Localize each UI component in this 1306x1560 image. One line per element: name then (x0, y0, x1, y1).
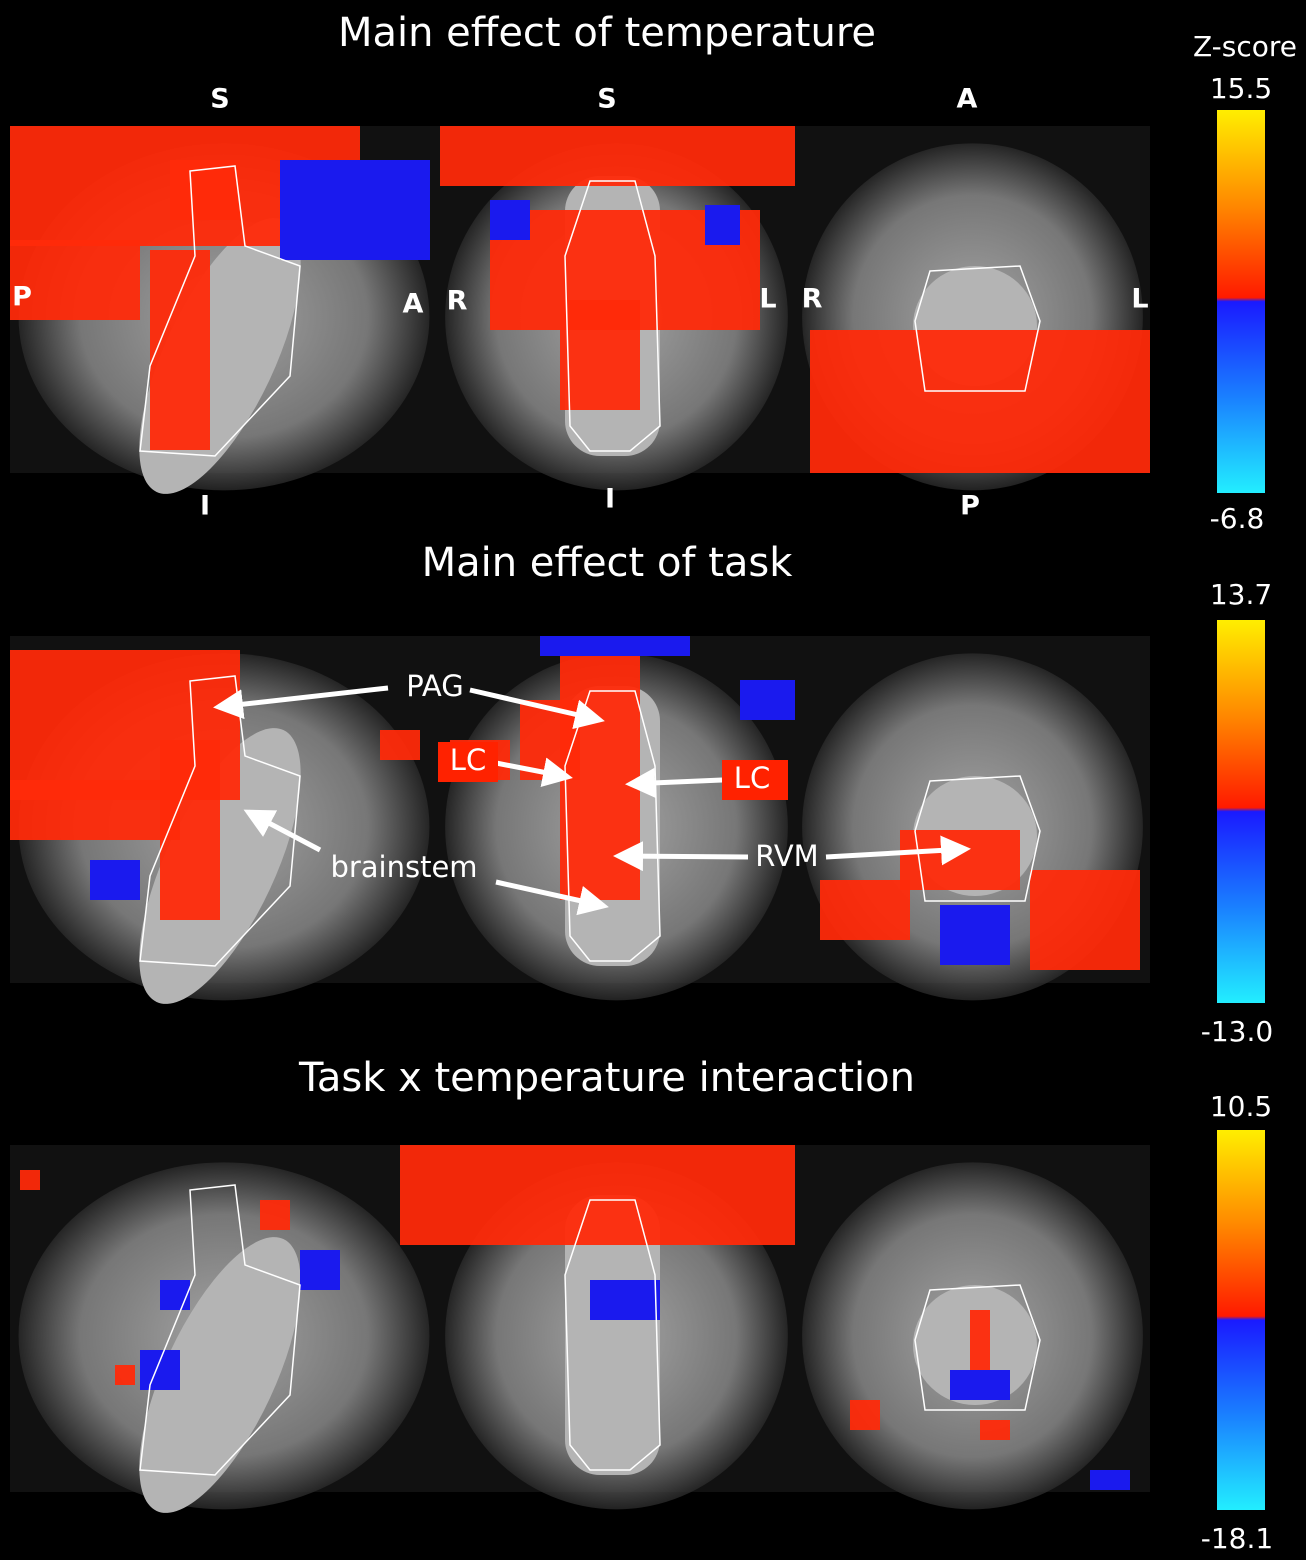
orientation-label: I (200, 491, 210, 522)
deactivation (940, 905, 1010, 965)
orientation-label: I (605, 484, 615, 515)
orientation-label: S (597, 84, 616, 115)
colorbar (1217, 620, 1265, 1003)
orientation-label: L (1131, 284, 1148, 315)
orientation-label: L (759, 284, 776, 315)
activation (560, 300, 640, 410)
colorbar (1217, 110, 1265, 493)
colorbar-min: -13.0 (1201, 1015, 1273, 1048)
colorbar-title: Z-score (1193, 30, 1297, 63)
activation (820, 880, 910, 940)
deactivation (590, 1280, 660, 1320)
colorbar-max: 10.5 (1210, 1090, 1272, 1123)
panel-title: Main effect of temperature (338, 10, 876, 56)
activation (400, 1145, 795, 1245)
orientation-label: R (447, 286, 468, 317)
colorbar-max: 13.7 (1210, 578, 1272, 611)
colorbar-min: -6.8 (1210, 502, 1265, 535)
annotation: LC (450, 743, 486, 777)
activation (20, 1170, 40, 1190)
panel-title: Task x temperature interaction (298, 1055, 915, 1101)
activation (260, 1200, 290, 1230)
annotation: PAG (406, 669, 463, 703)
activation (900, 830, 1020, 890)
activation (1030, 870, 1140, 970)
deactivation (490, 200, 530, 240)
deactivation (1090, 1470, 1130, 1490)
deactivation (140, 1350, 180, 1390)
orientation-label: A (403, 289, 424, 320)
deactivation (950, 1370, 1010, 1400)
deactivation (540, 636, 690, 656)
orientation-label: P (960, 491, 980, 522)
activation (970, 1310, 990, 1370)
panel: Main effect of temperature 15.5 -6.8 (10, 10, 1272, 535)
activation (380, 730, 420, 760)
annotation: RVM (755, 839, 818, 873)
colorbar (1217, 1130, 1265, 1510)
panel: Task x temperature interaction 10.5 -18.1 (10, 1055, 1273, 1555)
deactivation (160, 1280, 190, 1310)
activation (980, 1420, 1010, 1440)
activation (440, 126, 795, 186)
orientation-label: S (210, 84, 229, 115)
activation (115, 1365, 135, 1385)
colorbar-max: 15.5 (1210, 72, 1272, 105)
annotation: LC (734, 761, 770, 795)
panel: Main effect of task 13.7 -13.0 (10, 540, 1273, 1048)
orientation-label: P (12, 282, 32, 313)
activation (850, 1400, 880, 1430)
figure: Main effect of temperature15.5-6.8Main e… (0, 0, 1306, 1556)
deactivation (740, 680, 795, 720)
deactivation (705, 205, 740, 245)
activation (810, 330, 1150, 473)
deactivation (300, 1250, 340, 1290)
annotation: brainstem (330, 850, 477, 884)
colorbar-min: -18.1 (1201, 1522, 1273, 1555)
activation (150, 250, 210, 450)
orientation-label: A (957, 84, 978, 115)
panel-title: Main effect of task (422, 540, 794, 586)
orientation-label: R (802, 284, 823, 315)
deactivation (280, 160, 430, 260)
activation (10, 780, 180, 840)
deactivation (90, 860, 140, 900)
